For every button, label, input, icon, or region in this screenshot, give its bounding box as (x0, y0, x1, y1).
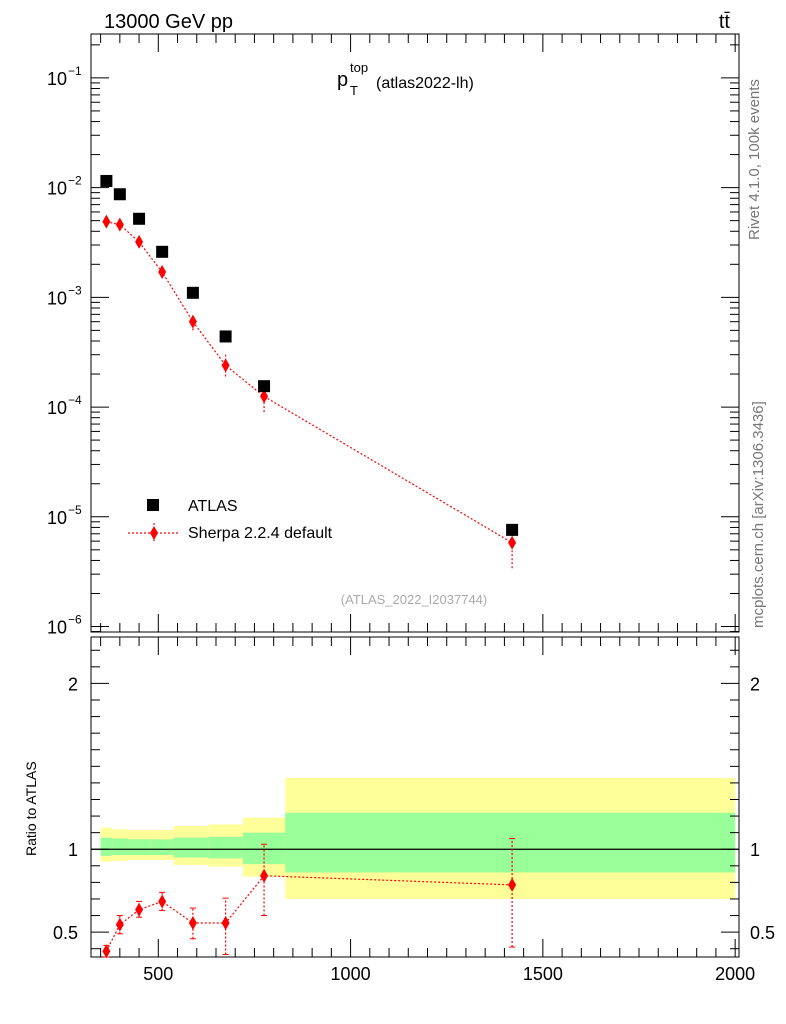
sherpa-point (221, 358, 230, 373)
ratio-sherpa-point (135, 902, 144, 917)
ratio-sherpa-point (158, 894, 167, 909)
ratio-y-tick-label-left: 2 (68, 674, 78, 694)
main-y-tick-label: 10 (47, 398, 67, 418)
ratio-sherpa-point (221, 916, 230, 931)
main-y-tick-exponent: −1 (68, 64, 82, 78)
ratio-band-green (112, 838, 128, 856)
sherpa-point (158, 265, 167, 280)
ratio-sherpa-point (102, 944, 111, 959)
ratio-band-green (127, 839, 151, 856)
main-y-tick-label: 10 (47, 508, 67, 528)
title-main: p (337, 69, 348, 91)
rivet-version-label: Rivet 4.1.0, 100k events (746, 79, 763, 240)
main-y-tick-exponent: −2 (68, 174, 82, 188)
main-y-tick-exponent: −3 (68, 283, 82, 297)
main-y-tick-label: 10 (47, 69, 67, 89)
ratio-sherpa-point (260, 868, 269, 883)
ratio-x-tick-label: 2000 (715, 964, 755, 984)
ratio-band-green (100, 837, 113, 856)
ratio-x-tick-label: 1000 (331, 964, 371, 984)
atlas-point (186, 286, 199, 299)
sherpa-point (102, 214, 111, 229)
ratio-y-tick-label-right: 1 (750, 840, 760, 860)
sherpa-point (135, 234, 144, 249)
main-panel: 10−110−210−310−410−510−6 (47, 33, 740, 638)
main-y-tick-label: 10 (47, 618, 67, 638)
ratio-band-green (285, 812, 736, 873)
sherpa-point (508, 535, 517, 550)
ratio-sherpa-line (105, 875, 513, 952)
ratio-sherpa-point (115, 917, 124, 932)
atlas-point (113, 188, 126, 201)
atlas-point (219, 330, 232, 343)
analysis-id: (ATLAS_2022_I2037744) (341, 592, 487, 607)
main-y-tick-exponent: −5 (68, 503, 82, 517)
main-y-tick-exponent: −6 (68, 613, 82, 627)
title-subscript: T (350, 83, 358, 98)
atlas-point (258, 380, 271, 393)
legend-atlas-label: ATLAS (188, 498, 238, 515)
sherpa-line (106, 221, 513, 544)
main-y-tick-label: 10 (47, 288, 67, 308)
atlas-point (100, 174, 113, 187)
main-y-tick-exponent: −4 (68, 393, 82, 407)
legend-sherpa-marker (150, 526, 158, 540)
sherpa-point (188, 314, 197, 329)
legend-atlas-marker (147, 499, 159, 511)
ratio-sherpa-point (508, 877, 517, 892)
ratio-x-tick-label: 1500 (523, 964, 563, 984)
sherpa-point (115, 217, 124, 232)
ratio-y-tick-label-right: 2 (750, 674, 760, 694)
ratio-x-tick-label: 500 (143, 964, 173, 984)
ratio-y-tick-label-left: 0.5 (53, 923, 78, 943)
atlas-point (156, 245, 169, 258)
ratio-y-tick-label-right: 0.5 (750, 923, 775, 943)
legend: ATLAS Sherpa 2.2.4 default (128, 498, 333, 543)
atlas-point (506, 523, 519, 536)
ratio-band-green (208, 836, 243, 859)
ratio-band-green (173, 837, 209, 858)
header-energy: 13000 GeV pp (104, 11, 233, 33)
plot-title: p top T (atlas2022-lh) (337, 60, 474, 98)
ratio-frame (90, 636, 740, 958)
atlas-point (133, 212, 146, 225)
title-rest: (atlas2022-lh) (376, 75, 474, 92)
main-y-tick-label: 10 (47, 179, 67, 199)
mcplots-label: mcplots.cern.ch [arXiv:1306.3436] (750, 401, 767, 628)
ratio-panel: 0.5 0.5 1 1 2 2 500 1000 1500 2000 (53, 636, 775, 984)
main-frame (90, 33, 740, 633)
sherpa-point (260, 389, 269, 404)
ratio-ylabel: Ratio to ATLAS (23, 761, 39, 856)
legend-sherpa-label: Sherpa 2.2.4 default (188, 525, 333, 542)
ratio-band-green (150, 839, 174, 856)
ratio-y-tick-label-left: 1 (68, 840, 78, 860)
title-superscript: top (350, 60, 368, 75)
header-process: tt̄ (719, 11, 731, 33)
ratio-sherpa-point (188, 916, 197, 931)
